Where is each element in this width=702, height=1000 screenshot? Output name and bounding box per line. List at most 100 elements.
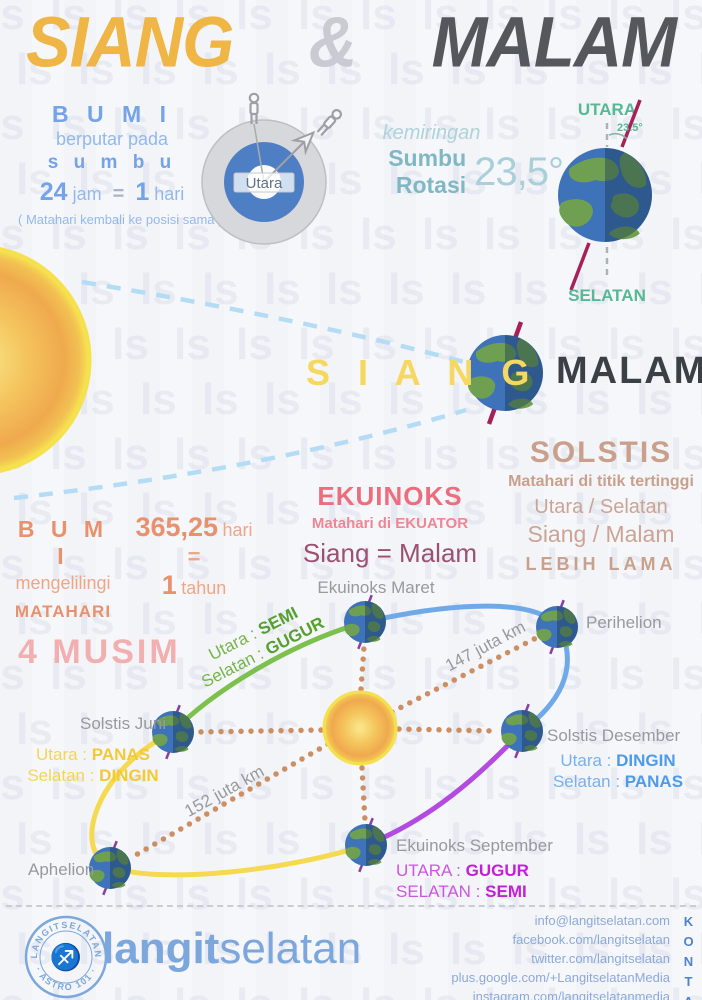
equals-sign: = [112, 183, 125, 205]
sun [0, 247, 92, 473]
watermark-glyph: ls [450, 45, 487, 94]
watermark-glyph: ls [112, 980, 149, 1000]
watermark-glyph: ls [574, 45, 611, 94]
watermark-glyph: ls [236, 760, 273, 809]
watermark-glyph: ls [484, 870, 521, 919]
watermark-glyph: ls [0, 760, 25, 809]
watermark-glyph: ls [78, 705, 115, 754]
ekuinoks-line2: Siang = Malam [302, 538, 478, 568]
watermark-glyph: ls [512, 265, 549, 314]
watermark-glyph: ls [484, 0, 521, 39]
watermark-glyph: ls [608, 430, 645, 479]
watermark-glyph: ls [236, 0, 273, 39]
tilted-earth-diagram: UTARA 23.5° SELATAN [558, 99, 652, 305]
watermark-glyph: ls [112, 0, 149, 39]
ekuinoks-info-block: EKUINOKS Matahari di EKUATOR Siang = Mal… [295, 481, 485, 569]
watermark-glyph: ls [298, 0, 335, 39]
siang-side-label: S I A N G [306, 352, 539, 393]
watermark-glyph: ls [360, 0, 397, 39]
tilted-axis-top [620, 99, 642, 148]
watermark-glyph: ls [512, 815, 549, 864]
orbit-arc-green [170, 619, 368, 735]
watermark-glyph: ls [574, 925, 611, 974]
watermark-glyph: ls [388, 375, 425, 424]
watermark-glyph: ls [112, 650, 149, 699]
watermark-glyph: ls [236, 650, 273, 699]
watermark-glyph: ls [50, 540, 87, 589]
sumbu-text: s u m b u [47, 152, 177, 173]
contact-instagram: instagram.com/langitselatanmedia [472, 989, 670, 1000]
watermark-glyph: ls [140, 45, 177, 94]
watermark-glyph: ls [50, 650, 87, 699]
watermark-glyph: ls [450, 595, 487, 644]
seasons-ekuinoks-september: UTARA : GUGUR SELATAN : SEMI [396, 861, 529, 901]
watermark-glyph: ls [140, 815, 177, 864]
dots-to-juni [194, 727, 324, 735]
watermark-glyph: ls [670, 0, 702, 39]
label-solstis-juni: Solstis Juni [80, 714, 166, 733]
watermark-glyph: ls [636, 265, 673, 314]
label-solstis-desember: Solstis Desember [547, 726, 681, 745]
rotation-note: ( Matahari kembali ke posisi sama ) [18, 212, 223, 227]
watermark-glyph: ls [422, 210, 459, 259]
watermark-glyph: ls [0, 0, 25, 39]
utara-label-box [233, 172, 295, 193]
footer-divider [6, 905, 696, 907]
watermark-glyph: ls [512, 485, 549, 534]
watermark-glyph: ls [698, 45, 702, 95]
watermark-glyph: ls [264, 375, 301, 424]
watermark-glyph: ls [298, 760, 335, 809]
watermark-glyph: ls [202, 485, 239, 534]
watermark-glyph: ls [546, 100, 583, 149]
watermark-glyph: ls [264, 595, 301, 644]
watermark-glyph: ls [50, 210, 87, 259]
watermark-glyph: ls [326, 45, 363, 94]
watermark-glyph: ls [16, 595, 53, 644]
watermark-glyph: ls [636, 375, 673, 424]
watermark-glyph: ls [608, 980, 645, 1000]
watermark-glyph: ls [512, 925, 549, 974]
watermark-glyph: ls [112, 100, 149, 149]
watermark-glyph: ls [16, 815, 53, 864]
earth-perihelion [536, 598, 578, 656]
watermark-glyph: ls [484, 100, 521, 149]
dots-to-maret [358, 644, 367, 692]
watermark-glyph: ls [140, 485, 177, 534]
watermark-glyph: ls [698, 595, 702, 645]
malam-side-label: MALAM [556, 350, 702, 392]
watermark-glyph: ls [546, 430, 583, 479]
watermark-glyph: ls [574, 595, 611, 644]
watermark-glyph: ls [174, 320, 211, 369]
watermark-glyph: ls [174, 100, 211, 149]
watermark-glyph: ls [236, 540, 273, 589]
equals-sign: = [187, 544, 201, 569]
earth-solstis-desember [501, 702, 543, 760]
watermark-glyph: ls [50, 760, 87, 809]
watermark-glyph: ls [388, 45, 425, 94]
watermark-glyph: ls [112, 320, 149, 369]
orbit-arc-purple [363, 728, 525, 848]
watermark-glyph: ls [484, 760, 521, 809]
watermark-glyph: ls [298, 540, 335, 589]
watermark-glyph: ls [140, 265, 177, 314]
rotasi-label: Rotasi [395, 172, 467, 198]
watermark-glyph: ls [298, 650, 335, 699]
solstis-line2: Utara / Selatan [534, 496, 668, 518]
watermark-glyph: ls [236, 430, 273, 479]
watermark-glyph: ls [698, 155, 702, 205]
tahun-label: tahun [181, 578, 227, 598]
sun-and-light-paths [0, 247, 469, 501]
hours-value: 24 [39, 178, 68, 206]
watermark-glyph: ls [698, 815, 702, 865]
watermark-glyph: ls [202, 925, 239, 974]
watermark-glyph: ls [422, 650, 459, 699]
watermark-glyph: ls [112, 540, 149, 589]
watermark-glyph: ls [202, 595, 239, 644]
watermark-glyph: ls [608, 0, 645, 39]
centaur-archer-icon: ♐ [50, 942, 82, 972]
watermark-glyph: ls [50, 870, 87, 919]
watermark-glyph: ls [636, 925, 673, 974]
watermark-glyph: ls [546, 980, 583, 1000]
day-value: 1 [135, 178, 150, 206]
wordmark-langit: langit [102, 924, 220, 973]
